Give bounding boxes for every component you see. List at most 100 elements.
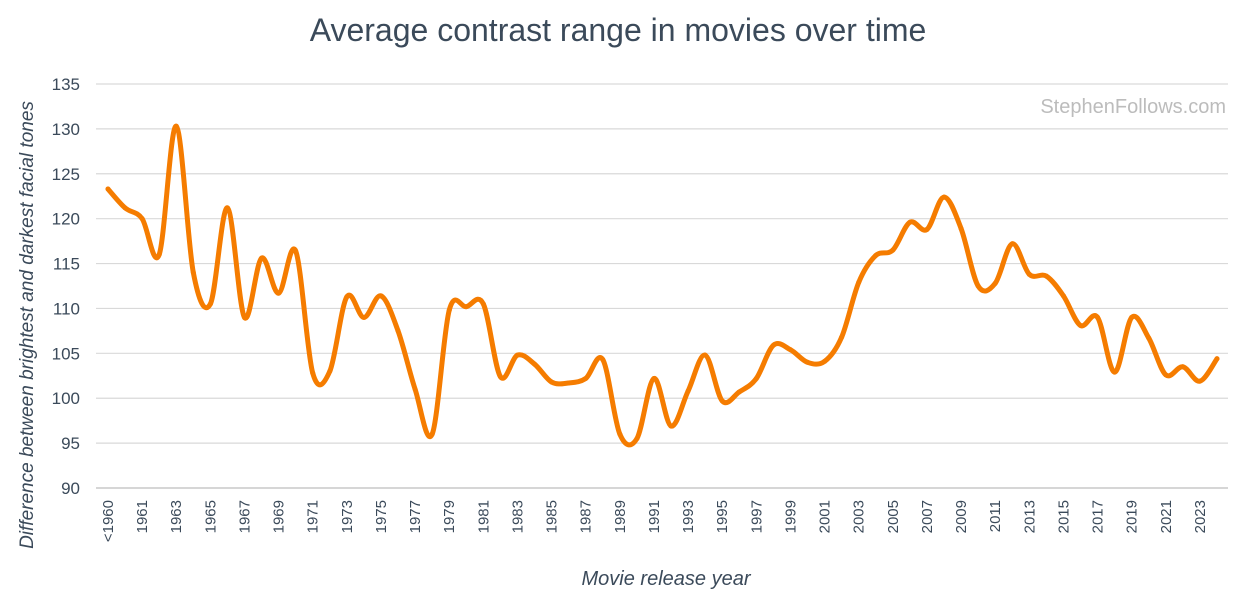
- data-point: [514, 352, 520, 358]
- data-point: [1163, 372, 1169, 378]
- y-tick-label: 90: [61, 479, 80, 498]
- x-tick-label: 2005: [885, 500, 902, 533]
- data-point: [856, 279, 862, 285]
- data-point: [753, 375, 759, 381]
- x-tick-label: 1981: [475, 500, 492, 533]
- x-tick-label: 1975: [373, 500, 390, 533]
- data-point: [156, 252, 162, 258]
- data-point: [344, 294, 350, 300]
- x-tick-label: 2015: [1055, 500, 1072, 533]
- data-point: [480, 301, 486, 307]
- y-tick-label: 125: [52, 165, 80, 184]
- data-point: [173, 123, 179, 129]
- x-tick-label: 1989: [612, 500, 629, 533]
- data-point: [1146, 335, 1152, 341]
- data-point: [787, 347, 793, 353]
- data-point: [839, 334, 845, 340]
- data-point: [890, 247, 896, 253]
- data-point: [1078, 323, 1084, 329]
- data-point: [873, 252, 879, 258]
- gridlines: [96, 83, 1228, 489]
- data-point: [958, 226, 964, 232]
- x-tick-label: 1999: [782, 500, 799, 533]
- y-tick-label: 95: [61, 434, 80, 453]
- x-tick-label: 1977: [407, 500, 424, 533]
- data-point: [1043, 273, 1049, 279]
- x-tick-label: 1997: [748, 500, 765, 533]
- x-tick-label: 2013: [1021, 500, 1038, 533]
- x-tick-label: 1967: [236, 500, 253, 533]
- data-point: [497, 374, 503, 380]
- x-tick-label: 2009: [953, 500, 970, 533]
- y-axis-ticks: 90 95 100 105 110 115 120 125 130 135: [52, 75, 80, 498]
- x-tick-label: 1987: [578, 500, 595, 533]
- data-point: [1095, 314, 1101, 320]
- data-point: [822, 358, 828, 364]
- x-tick-label: 2021: [1158, 500, 1175, 533]
- x-tick-label: 1973: [339, 500, 356, 533]
- data-point: [463, 304, 469, 310]
- data-point: [685, 388, 691, 394]
- data-point: [327, 368, 333, 374]
- data-point: [190, 270, 196, 276]
- series-group: [105, 123, 1220, 448]
- y-tick-label: 135: [52, 75, 80, 94]
- data-point: [293, 248, 299, 254]
- y-tick-label: 100: [52, 389, 80, 408]
- y-tick-label: 110: [53, 299, 80, 318]
- data-point: [429, 431, 435, 437]
- data-point: [719, 398, 725, 404]
- data-point: [241, 314, 247, 320]
- x-tick-label: 1969: [271, 500, 288, 533]
- data-point: [259, 255, 265, 261]
- y-tick-label: 130: [52, 120, 80, 139]
- data-point: [446, 307, 452, 313]
- x-tick-label: 2003: [851, 500, 868, 533]
- data-point: [1197, 378, 1203, 384]
- x-tick-label: 2017: [1090, 500, 1107, 533]
- data-point: [634, 436, 640, 442]
- data-point: [1112, 369, 1118, 375]
- x-tick-label: 1983: [509, 500, 526, 533]
- data-point: [310, 370, 316, 376]
- data-point: [600, 357, 606, 363]
- data-point: [770, 342, 776, 348]
- x-tick-label: 1965: [202, 500, 219, 533]
- data-point: [992, 280, 998, 286]
- data-point: [736, 389, 742, 395]
- x-tick-label: 2007: [919, 500, 936, 533]
- x-tick-label: 2001: [817, 500, 834, 533]
- y-tick-label: 105: [52, 344, 80, 363]
- data-point: [617, 431, 623, 437]
- data-point: [412, 386, 418, 392]
- data-point: [276, 290, 282, 296]
- x-tick-label: 1979: [441, 500, 458, 533]
- data-point: [805, 359, 811, 365]
- data-point: [1009, 241, 1015, 247]
- data-point: [1214, 356, 1220, 362]
- data-point: [566, 380, 572, 386]
- data-point: [651, 375, 657, 381]
- data-point: [395, 328, 401, 334]
- data-point: [122, 205, 128, 211]
- data-point: [224, 205, 230, 211]
- chart-title: Average contrast range in movies over ti…: [309, 12, 927, 48]
- data-point: [583, 375, 589, 381]
- x-tick-label: 2019: [1124, 500, 1141, 533]
- data-point: [1180, 364, 1186, 370]
- x-tick-label: 1995: [714, 500, 731, 533]
- x-tick-label: 1961: [134, 500, 151, 533]
- x-tick-label: <1960: [100, 500, 117, 542]
- data-point: [105, 186, 111, 192]
- data-point: [1129, 314, 1135, 320]
- x-tick-label: 1963: [168, 500, 185, 533]
- data-point: [378, 293, 384, 299]
- x-tick-label: 2023: [1192, 500, 1209, 533]
- data-point: [907, 219, 913, 225]
- data-point: [139, 216, 145, 222]
- x-tick-label: 1971: [305, 500, 322, 533]
- y-tick-label: 120: [52, 210, 80, 229]
- data-point: [361, 314, 367, 320]
- data-point: [1026, 271, 1032, 277]
